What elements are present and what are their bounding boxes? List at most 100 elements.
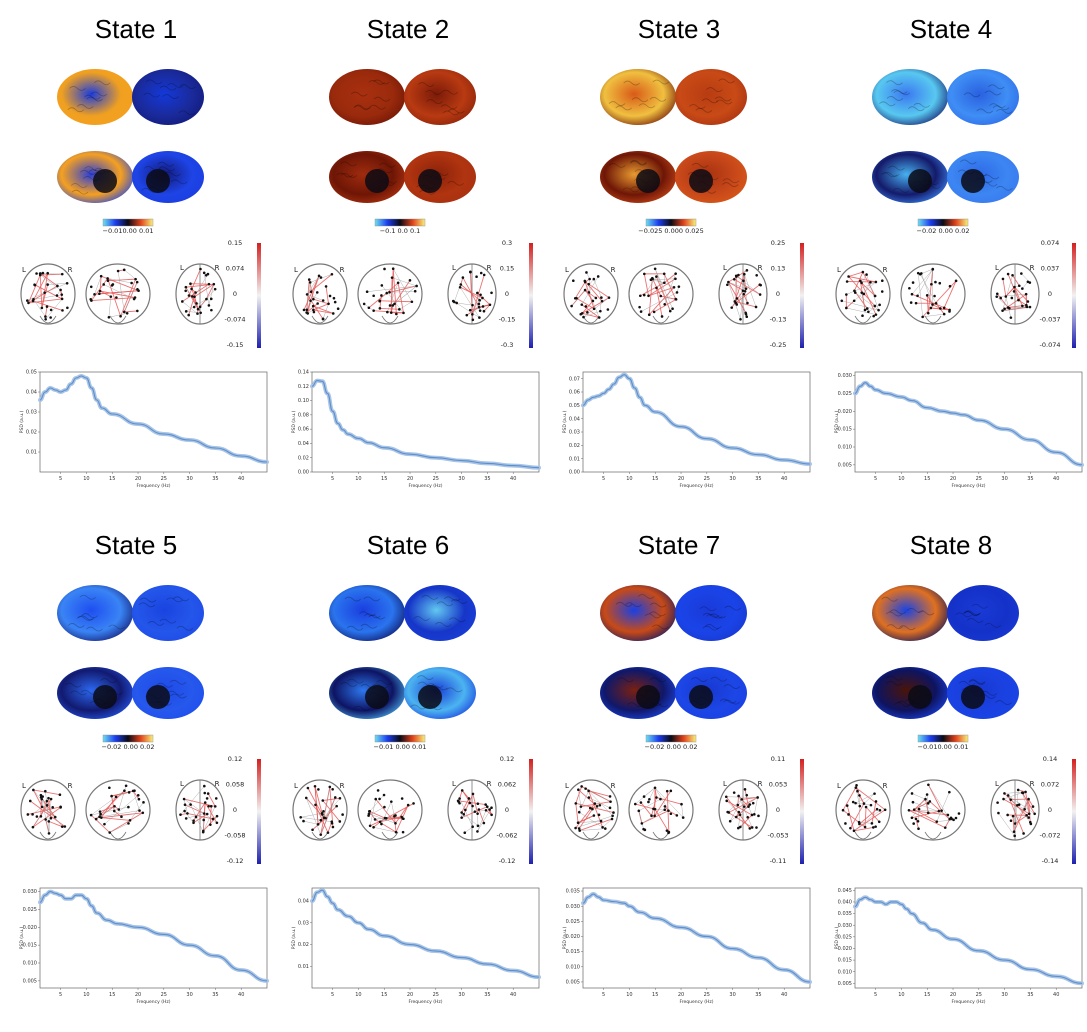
x-tick-label: 20	[678, 476, 684, 482]
y-tick-label: 0.040	[838, 900, 852, 906]
network-glass-brain	[835, 263, 1040, 325]
brain-surface	[57, 151, 133, 203]
hemisphere-label: R	[1030, 780, 1035, 788]
x-tick-label: 20	[407, 992, 413, 998]
network-glass-brain	[20, 779, 225, 841]
hemisphere-label: L	[294, 266, 298, 274]
network-colorbar-tick: 0.12	[228, 755, 242, 763]
state-panel: State 1 −0.010.00 0.01 L R L R 0.15 0.074 0 -0.07…	[0, 0, 272, 516]
x-tick-label: 35	[212, 992, 218, 998]
y-tick-label: 0.015	[838, 958, 852, 964]
network-colorbar	[1072, 759, 1076, 864]
psd-series-line	[311, 889, 540, 978]
x-tick-label: 40	[238, 476, 244, 482]
brain-surface	[57, 69, 133, 125]
brain-colorbar	[374, 734, 426, 743]
plot-frame	[39, 887, 268, 989]
brain-colorbar	[917, 218, 969, 227]
x-tick-label: 15	[652, 992, 658, 998]
y-tick-label: 0.015	[566, 949, 580, 955]
network-colorbar	[529, 759, 533, 864]
network-colorbar-tick: 0.053	[769, 781, 788, 789]
brain-surface	[57, 585, 133, 641]
x-tick-label: 30	[186, 476, 192, 482]
x-tick-label: 10	[626, 992, 632, 998]
x-tick-label: 40	[781, 992, 787, 998]
network-colorbar-tick: 0	[505, 806, 509, 814]
y-tick-label: 0.005	[838, 462, 852, 468]
hemisphere-label: L	[723, 780, 727, 788]
y-tick-label: 0.03	[298, 920, 309, 926]
x-tick-label: 10	[355, 476, 361, 482]
y-axis-label: PSD (a.u.)	[834, 411, 840, 434]
state-figure: −0.01 0.00 0.01 L R L R 0.12 0.062 0 -0.062 -0.12…	[291, 585, 541, 1005]
y-tick-label: 0.005	[23, 978, 37, 984]
y-tick-label: 0.08	[298, 412, 309, 418]
network-colorbar-tick: -0.15	[227, 341, 244, 349]
network-colorbar	[529, 243, 533, 348]
hemisphere-label: R	[68, 266, 73, 274]
network-colorbar-tick: 0.15	[228, 239, 242, 247]
y-tick-label: 0.02	[298, 455, 309, 461]
psd-chart: 5 10 15 20 25 30 35 40 0.01 0.02 0.03 0.04 Frequency…	[291, 887, 541, 1005]
y-tick-label: 0.05	[26, 370, 37, 376]
state-figure: −0.02 0.00 0.02 L R L R 0.12 0.058 0 -0.058 -0.12…	[19, 585, 269, 1005]
y-tick-label: 0.020	[23, 925, 37, 931]
network-colorbar-tick: -0.12	[227, 857, 244, 865]
psd-chart: 5 10 15 20 25 30 35 40 0.01 0.02 0.03 0.04 0.05 Frequ…	[19, 370, 269, 489]
x-tick-label: 25	[976, 476, 982, 482]
network-colorbar	[257, 243, 261, 348]
hemisphere-label: L	[837, 266, 841, 274]
hemisphere-label: L	[837, 782, 841, 790]
psd-series-line	[311, 380, 540, 469]
brain-surface	[872, 585, 948, 641]
y-tick-label: 0.02	[569, 443, 580, 449]
brain-colorbar	[917, 734, 969, 743]
y-tick-label: 0.045	[838, 888, 852, 894]
hemisphere-label: R	[487, 264, 492, 272]
state-panel: State 2 −0.1 0.0 0.1 L R L R 0.3 0.15 0 -0.15 -0.3…	[272, 0, 544, 516]
x-tick-label: 25	[704, 476, 710, 482]
brain-surface	[675, 69, 747, 125]
network-colorbar-tick: -0.25	[770, 341, 787, 349]
x-tick-label: 10	[83, 992, 89, 998]
y-tick-label: 0.01	[298, 964, 309, 970]
y-tick-label: 0.005	[566, 980, 580, 986]
y-tick-label: 0.03	[26, 410, 37, 416]
network-colorbar-tick: 0.25	[771, 239, 785, 247]
x-tick-label: 5	[331, 992, 334, 998]
x-tick-label: 5	[59, 992, 62, 998]
psd-chart: 5 10 15 20 25 30 35 40 0.005 0.010 0.015 0.020 0.025…	[834, 887, 1084, 1005]
x-tick-label: 10	[83, 476, 89, 482]
brain-colorbar	[645, 218, 697, 227]
network-glass-brain	[292, 779, 497, 841]
x-tick-label: 25	[161, 992, 167, 998]
x-tick-label: 10	[355, 992, 361, 998]
x-tick-label: 40	[510, 476, 516, 482]
y-tick-label: 0.06	[298, 427, 309, 433]
network-colorbar-tick: -0.058	[225, 832, 246, 840]
y-tick-label: 0.030	[566, 904, 580, 910]
brain-surface	[600, 585, 676, 641]
brain-surface	[404, 151, 476, 203]
brain-surface	[872, 667, 948, 719]
plot-frame	[582, 371, 811, 473]
network-colorbar-tick: 0.062	[498, 781, 517, 789]
y-axis-label: PSD (a.u.)	[562, 411, 568, 434]
state-title: State 6	[366, 530, 450, 560]
state-panel: State 5 −0.02 0.00 0.02 L R L R 0.12 0.058 0 -0.0…	[0, 516, 272, 1032]
brain-colorbar	[102, 218, 154, 227]
hemisphere-label: R	[68, 782, 73, 790]
brain-surface	[872, 69, 948, 125]
y-axis-label: PSD (a.u.)	[291, 927, 297, 950]
brain-colorbar-ticks: −0.025 0.000 0.025	[638, 227, 703, 235]
psd-chart: 5 10 15 20 25 30 35 40 0.00 0.01 0.02 0.03 0.04 0.05 0…	[562, 371, 812, 489]
hemisphere-label: R	[758, 264, 763, 272]
brain-surface	[329, 69, 405, 125]
y-axis-label: PSD (a.u.)	[19, 411, 25, 434]
x-axis-label: Frequency (Hz)	[137, 483, 171, 489]
network-colorbar-tick: -0.12	[499, 857, 516, 865]
x-tick-label: 20	[950, 992, 956, 998]
x-tick-label: 20	[135, 476, 141, 482]
y-tick-label: 0.02	[298, 942, 309, 948]
